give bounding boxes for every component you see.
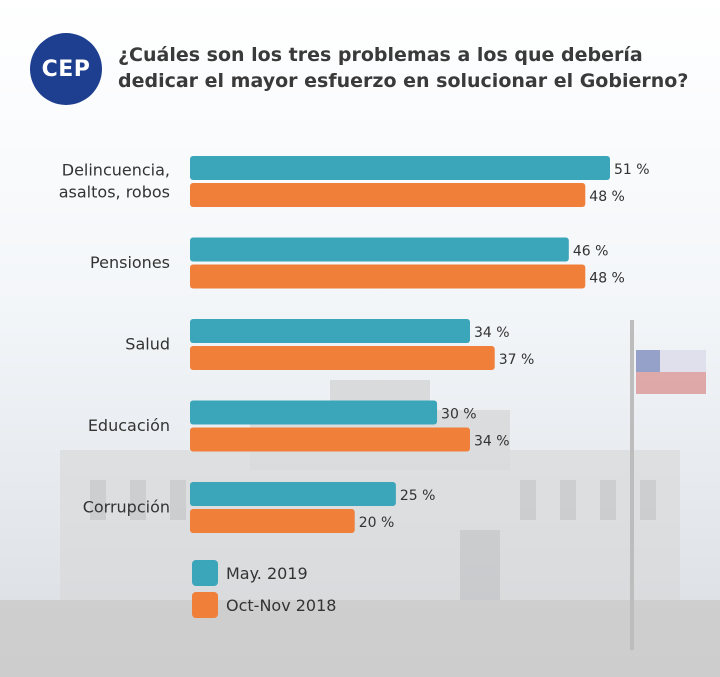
data-label: 48 % (589, 189, 625, 205)
bar (190, 319, 470, 343)
bar (190, 264, 586, 289)
category-label: Delincuencia, asaltos, robos (59, 161, 170, 202)
data-label: 30 % (441, 407, 477, 423)
category-label: Educación (88, 416, 170, 435)
legend-swatch (192, 592, 218, 618)
category-label: Salud (125, 335, 170, 354)
bar (190, 156, 610, 180)
data-label: 20 % (359, 515, 395, 531)
data-label: 37 % (499, 352, 535, 368)
data-label: 48 % (589, 271, 625, 287)
logo-text: CEP (41, 56, 91, 82)
data-label: 46 % (573, 244, 609, 260)
data-label: 34 % (474, 325, 510, 341)
legend-label: Oct-Nov 2018 (226, 596, 337, 615)
bar (190, 509, 355, 533)
data-label: 25 % (400, 488, 436, 504)
chart-title: ¿Cuáles son los tres problemas a los que… (118, 44, 689, 92)
bar (190, 237, 569, 262)
data-label: 51 % (614, 162, 650, 178)
legend-swatch (192, 560, 218, 586)
legend-label: May. 2019 (226, 564, 308, 583)
cep-logo: CEP (30, 33, 102, 105)
bar (190, 400, 438, 425)
bar (190, 183, 586, 207)
category-label: Pensiones (90, 253, 170, 272)
bar (190, 427, 470, 452)
bar (190, 346, 495, 370)
data-label: 34 % (474, 434, 510, 450)
category-label: Corrupción (83, 498, 170, 517)
bar (190, 482, 396, 506)
